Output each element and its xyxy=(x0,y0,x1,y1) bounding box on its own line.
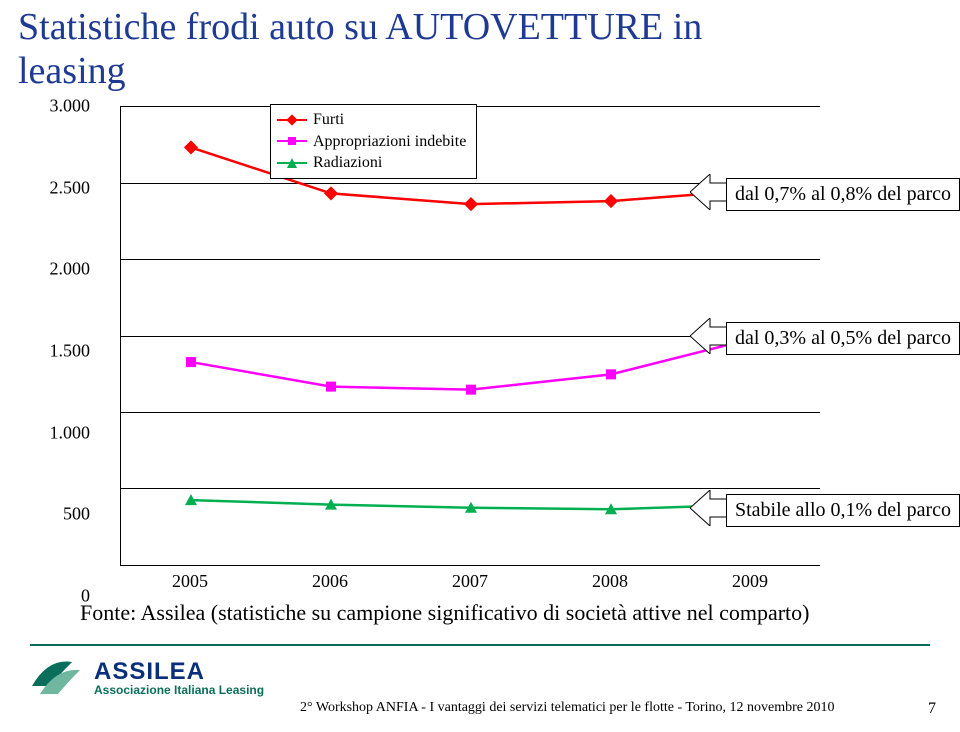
slide-title: Statistiche frodi auto su AUTOVETTURE in… xyxy=(18,6,702,93)
y-tick-label: 1.000 xyxy=(30,422,90,443)
x-tick-label: 2007 xyxy=(452,571,488,592)
footer-divider xyxy=(30,644,930,646)
legend-label: Furti xyxy=(313,109,344,131)
arrow-left-icon xyxy=(690,174,730,210)
callout-box: Stabile allo 0,1% del parco xyxy=(726,494,960,527)
footer-text: 2° Workshop ANFIA - I vantaggi dei servi… xyxy=(300,700,834,716)
x-tick-label: 2009 xyxy=(732,571,768,592)
title-line-2: leasing xyxy=(18,50,126,92)
y-tick-label: 3.000 xyxy=(30,96,90,117)
callout-text: Stabile allo 0,1% del parco xyxy=(735,499,951,521)
legend-item: Radiazioni xyxy=(277,152,466,174)
diamond-icon xyxy=(277,113,307,127)
x-tick-label: 2005 xyxy=(172,571,208,592)
assilea-logo: ASSILEA Associazione Italiana Leasing xyxy=(30,656,264,700)
chart-legend: Furti Appropriazioni indebite Radiazioni xyxy=(270,104,477,179)
legend-item: Appropriazioni indebite xyxy=(277,131,466,153)
x-tick-label: 2006 xyxy=(312,571,348,592)
y-tick-label: 2.500 xyxy=(30,177,90,198)
leaf-logo-icon xyxy=(30,656,84,700)
page-number: 7 xyxy=(928,700,936,718)
chart-caption: Fonte: Assilea (statistiche su campione … xyxy=(80,600,809,626)
callout-text: dal 0,3% al 0,5% del parco xyxy=(735,327,951,349)
slide: Statistiche frodi auto su AUTOVETTURE in… xyxy=(0,0,960,732)
logo-name: ASSILEA xyxy=(94,659,264,684)
square-icon xyxy=(277,134,307,148)
arrow-left-icon xyxy=(690,490,730,526)
callout-box: dal 0,3% al 0,5% del parco xyxy=(726,322,960,355)
y-tick-label: 2.000 xyxy=(30,259,90,280)
y-tick-label: 500 xyxy=(30,504,90,525)
arrow-left-icon xyxy=(690,318,730,354)
legend-item: Furti xyxy=(277,109,466,131)
callout-text: dal 0,7% al 0,8% del parco xyxy=(735,183,951,205)
callout-box: dal 0,7% al 0,8% del parco xyxy=(726,178,960,211)
triangle-icon xyxy=(277,156,307,170)
logo-subtitle: Associazione Italiana Leasing xyxy=(94,684,264,697)
y-tick-label: 1.500 xyxy=(30,341,90,362)
x-tick-label: 2008 xyxy=(592,571,628,592)
legend-label: Appropriazioni indebite xyxy=(313,131,466,153)
legend-label: Radiazioni xyxy=(313,152,382,174)
title-line-1: Statistiche frodi auto su AUTOVETTURE in xyxy=(18,6,702,48)
